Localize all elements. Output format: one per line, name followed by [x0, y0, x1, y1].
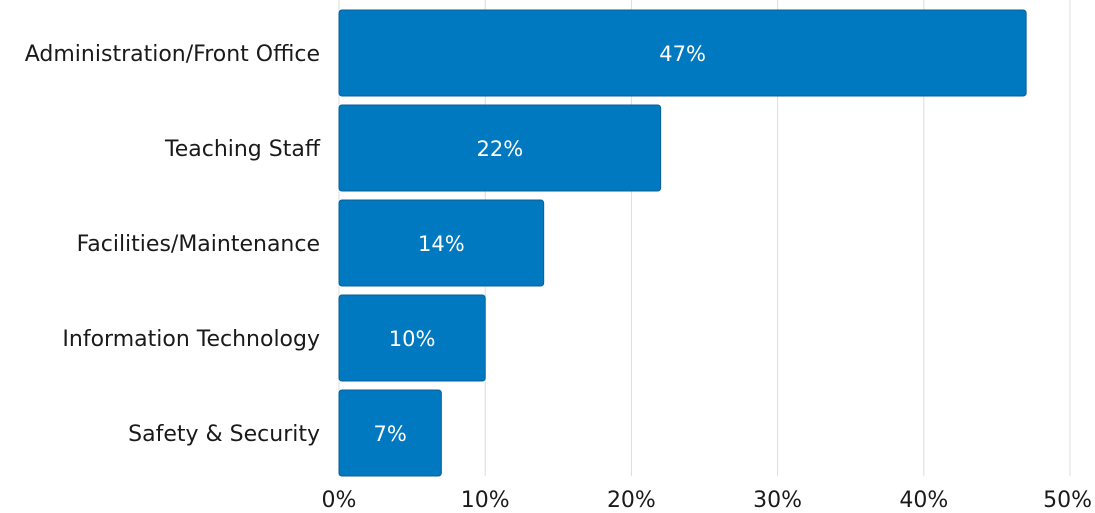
x-tick-label-30: 30% — [753, 488, 802, 513]
bar-4 — [338, 389, 442, 477]
x-tick-label-10: 10% — [461, 488, 510, 513]
bar-layer — [338, 9, 1027, 477]
bar-0 — [338, 9, 1027, 97]
category-label-2: Facilities/Maintenance — [77, 232, 320, 257]
bar-2 — [338, 199, 545, 287]
data-label-1: 22% — [476, 137, 523, 161]
category-label-4: Safety & Security — [128, 422, 320, 447]
x-tick-label-0: 0% — [322, 488, 357, 513]
data-label-2: 14% — [418, 232, 465, 256]
data-label-0: 47% — [659, 42, 706, 66]
bar-3 — [338, 294, 486, 382]
x-tick-label-40: 40% — [899, 488, 948, 513]
bar-1 — [338, 104, 662, 192]
data-label-3: 10% — [389, 327, 436, 351]
x-tick-label-20: 20% — [607, 488, 656, 513]
label-layer: Administration/Front Office 47% Teaching S… — [25, 42, 706, 447]
x-axis-ticks: 0% 10% 20% 30% 40% 50% — [322, 488, 1092, 513]
category-label-1: Teaching Staff — [164, 137, 321, 162]
category-label-0: Administration/Front Office — [25, 42, 320, 67]
data-label-4: 7% — [374, 422, 407, 446]
category-label-3: Information Technology — [62, 327, 320, 352]
x-tick-label-50: 50% — [1043, 488, 1092, 513]
